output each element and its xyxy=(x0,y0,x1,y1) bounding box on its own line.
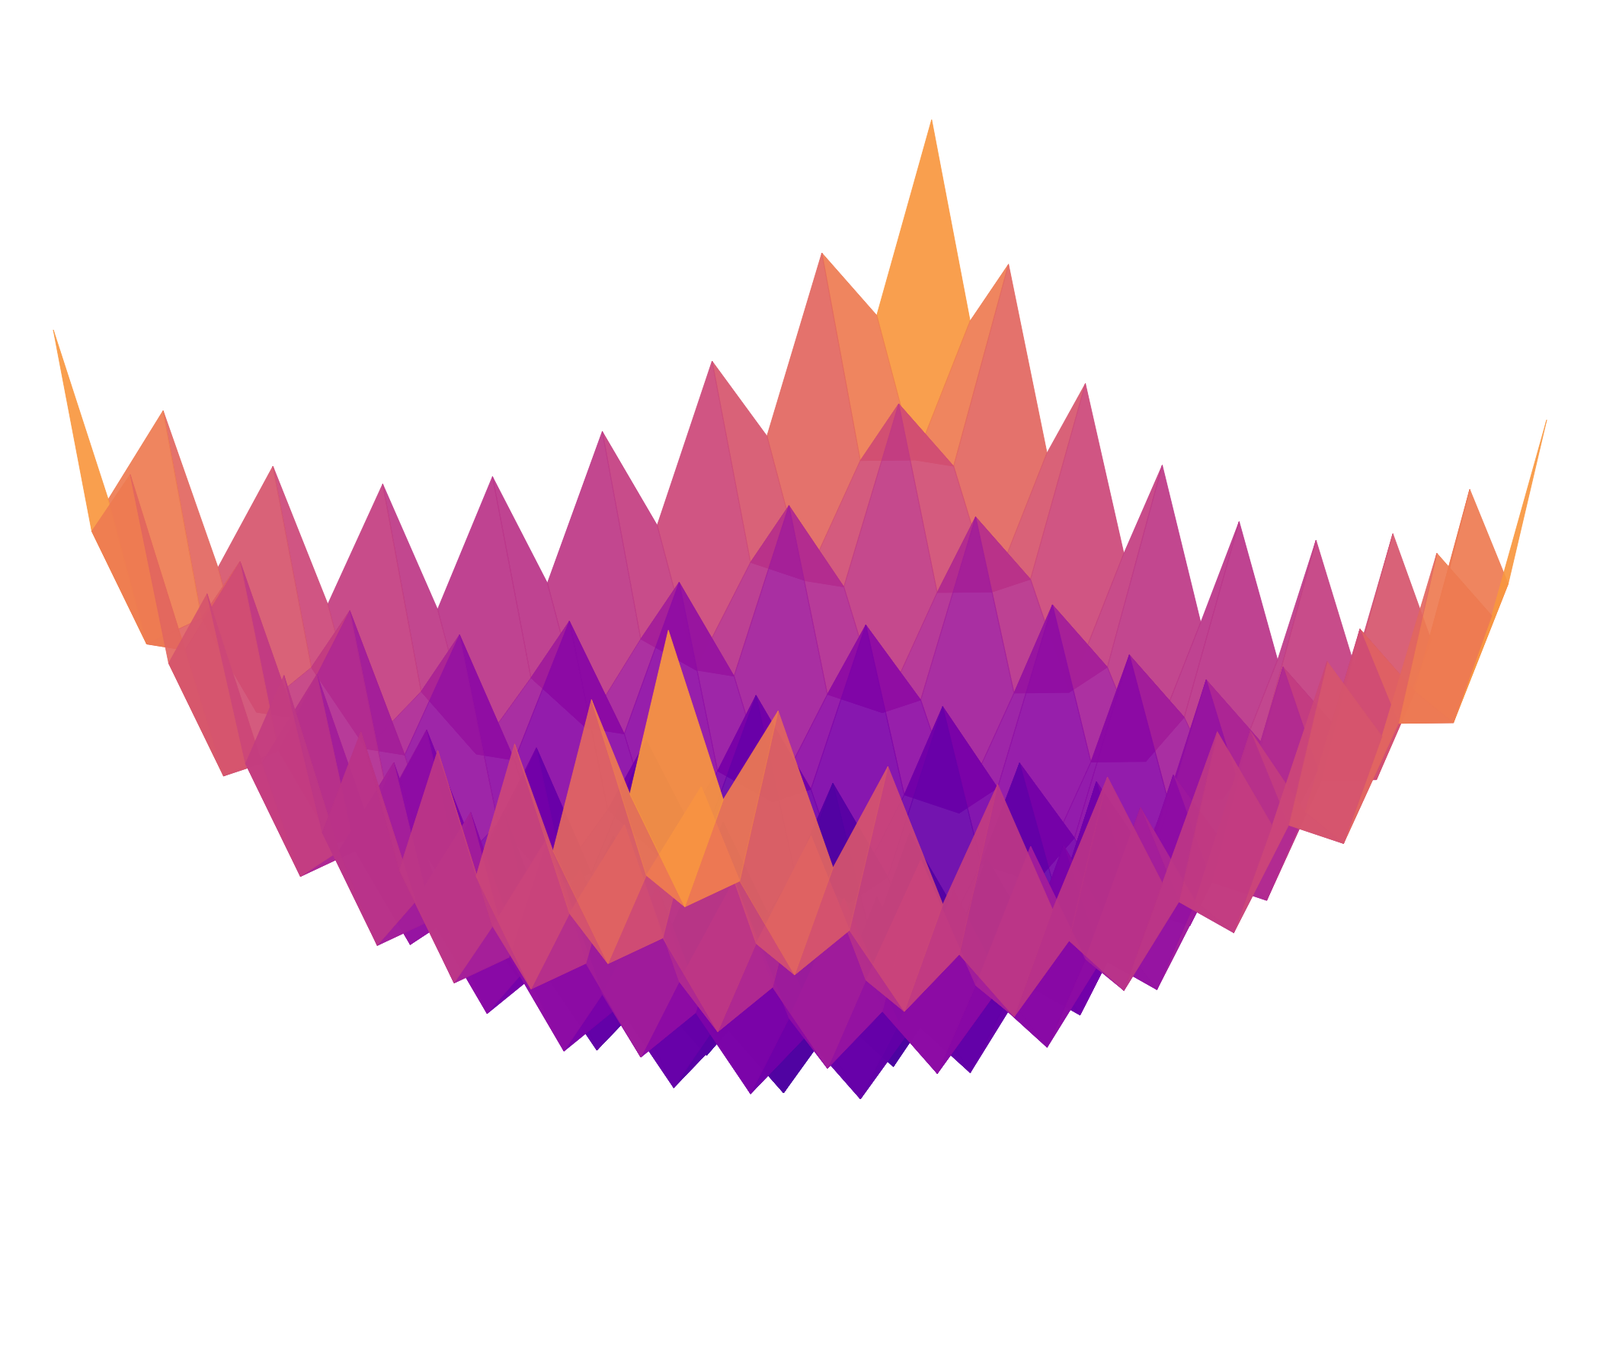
surface-cell xyxy=(322,732,416,946)
chart xyxy=(0,0,1600,1371)
surface-cell xyxy=(630,630,724,907)
surface-cell xyxy=(1068,777,1163,991)
surface xyxy=(53,119,1547,1100)
surface-cell xyxy=(849,766,944,1012)
surface-cell xyxy=(553,700,647,965)
surface-cell xyxy=(959,784,1053,1018)
